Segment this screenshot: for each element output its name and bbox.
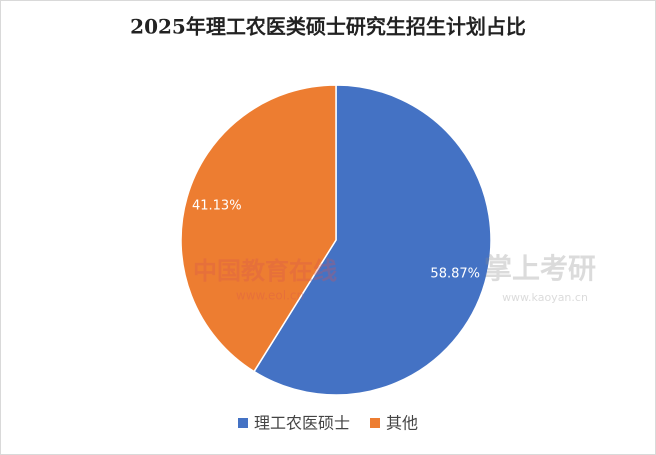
pie-slice: [252, 84, 492, 396]
data-label: 41.13%: [192, 198, 242, 213]
data-label: 58.87%: [430, 267, 480, 282]
legend-label: 理工农医硕士: [254, 414, 350, 433]
legend-label: 其他: [386, 414, 418, 433]
watermark: 掌上考研: [484, 252, 596, 285]
watermark: 中国教育在线: [193, 257, 337, 285]
pie-slice: [180, 84, 337, 373]
legend-swatch: [370, 418, 380, 428]
watermark: www.eol.cn: [236, 289, 304, 303]
legend-swatch: [238, 418, 248, 428]
watermark: www.kaoyan.cn: [502, 291, 588, 304]
chart-title: 2025年理工农医类硕士研究生招生计划占比: [130, 15, 526, 39]
